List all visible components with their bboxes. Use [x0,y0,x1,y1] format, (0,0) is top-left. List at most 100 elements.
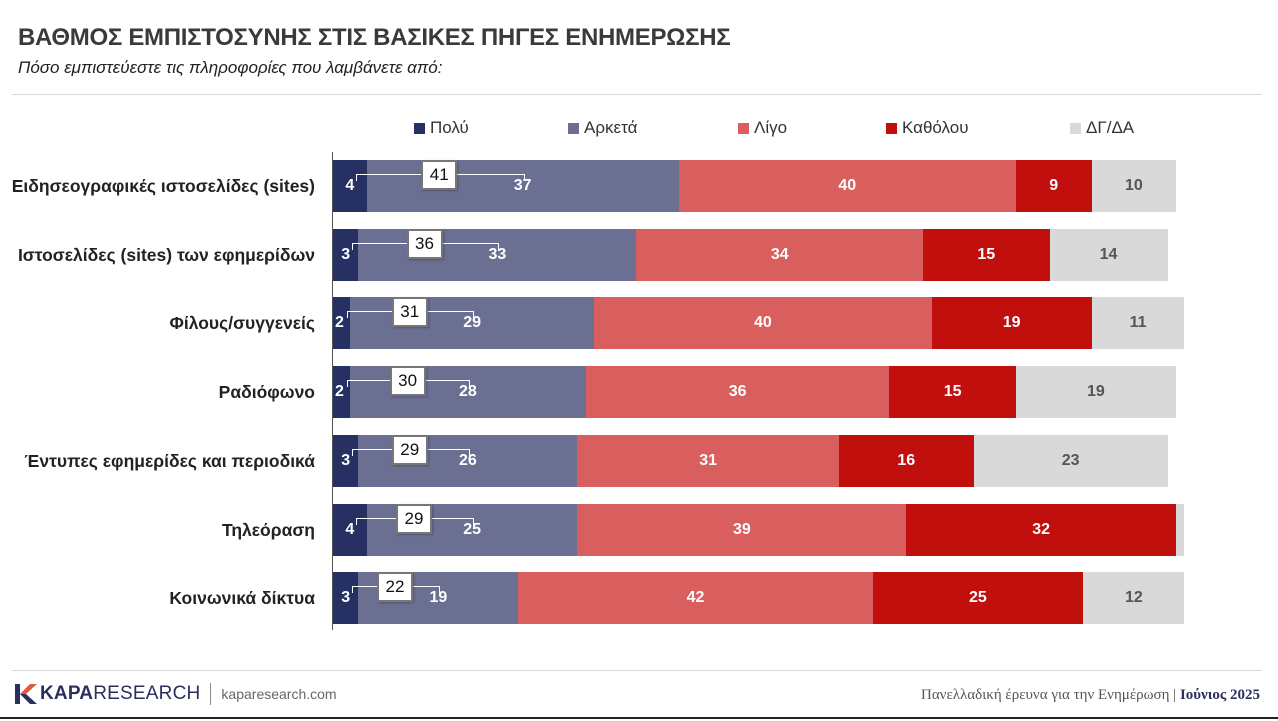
legend-swatch [1070,122,1081,134]
category-label: Κοινωνικά δίκτυα [169,588,315,609]
bar-segment: 19 [1015,366,1176,419]
bar-value-label: 15 [977,245,996,263]
bar-segment: 37 [366,160,679,212]
bar-value-label: 28 [458,383,477,401]
category-label: Φίλους/συγγενείς [169,313,315,334]
bar-value-label: 4 [345,520,355,538]
bar-value-label: 37 [513,177,532,194]
legend-item-0: Πολύ [414,118,469,138]
bar-segment: 29 [349,297,595,350]
bar-value-label: 11 [1129,314,1147,332]
bar-segment: 3 [333,572,359,625]
chart-legend: Πολύ Αρκετά Λίγο Καθόλου ΔΓ/ΔΑ [0,118,1278,138]
bar-value-label: 42 [686,589,705,607]
bar-value-label: 3 [341,589,351,607]
legend-swatch [738,122,749,134]
bar-segment: 16 [838,434,974,487]
logo-bold-text: KAPA [40,683,94,704]
footer-divider [12,670,1262,671]
page-bottom-border [0,717,1278,719]
category-label: Ραδιόφωνο [218,382,315,403]
bar-segment: 23 [973,434,1168,487]
bar-segment: 32 [906,503,1176,556]
total-callout: 41 [421,160,458,190]
bar-value-label: 16 [897,451,916,469]
bar-segment: 36 [585,366,890,419]
bar-value-label: 32 [1032,520,1050,538]
category-label: Έντυπες εφημερίδες και περιοδικά [24,450,315,471]
bar-value-label: 33 [488,245,507,263]
legend-swatch [886,122,897,134]
legend-item-4: ΔΓ/ΔΑ [1070,118,1134,138]
bar-value-label: 31 [699,451,718,469]
bar-value-label: 36 [728,383,747,401]
bar-value-label: 19 [429,589,448,607]
bar-segment: 40 [678,160,1016,212]
bar-segment: 3 [333,228,359,281]
category-label: Τηλεόραση [221,519,315,540]
header-divider [12,94,1262,95]
bar-value-label: 29 [463,314,481,332]
bar-value-label: 2 [335,314,344,332]
bar-segment: 4 [333,503,367,556]
bar-value-label: 19 [1087,383,1105,401]
bar-value-label: 40 [838,177,857,194]
legend-label: Πολύ [430,118,469,137]
legend-swatch [414,122,425,134]
bar-value-label: 19 [1002,314,1021,332]
logo-light-text: RESEARCH [93,683,201,704]
bar-value-label: 4 [345,177,355,194]
bar-segment: 3 [333,434,359,487]
legend-item-2: Λίγο [738,118,787,138]
bar-segment: 40 [594,297,932,350]
bar-segment: 12 [1083,572,1185,625]
footer-date: Ιούνιος 2025 [1179,687,1260,703]
footer-source: Πανελλαδική έρευνα για την Ενημέρωση | Ι… [921,687,1260,704]
bar-value-label: 34 [770,245,789,263]
bar-segment: 9 [1015,160,1092,212]
bar-value-label: 15 [943,383,962,401]
legend-swatch [568,122,579,134]
bar-value-label: 14 [1099,245,1118,263]
bar-value-label: 2 [335,383,344,401]
bar-value-label: 12 [1124,589,1143,607]
bar-segment: 2 [333,366,350,419]
footer-source-separator: | [1173,687,1177,703]
bar-segment: 25 [872,572,1084,625]
bar-value-label: 3 [341,451,351,469]
bar-value-label: 40 [754,314,772,332]
bar-segment: 4 [333,160,367,212]
footer-separator-line [210,683,212,705]
bar-segment: 39 [577,503,907,556]
total-callout: 30 [389,366,426,397]
category-label: Ειδησεογραφικές ιστοσελίδες (sites) [11,176,315,196]
footer-url[interactable]: kaparesearch.com [221,686,337,702]
bar-segment: 10 [1091,160,1176,212]
bar-segment: 31 [577,434,839,487]
bar-segment: 11 [1091,297,1185,350]
legend-label: Αρκετά [584,118,638,137]
page-title: ΒΑΘΜΟΣ ΕΜΠΙΣΤΟΣΥΝΗΣ ΣΤΙΣ ΒΑΣΙΚΕΣ ΠΗΓΕΣ Ε… [18,24,731,51]
bar-value-label: 9 [1049,177,1059,194]
kapa-research-logo: KAPARESEARCH kaparesearch.com [14,682,337,706]
bar-value-label: 39 [732,520,751,538]
legend-item-1: Αρκετά [568,118,637,138]
bar-value-label: 25 [968,589,987,607]
bar-segment: 2 [333,297,350,350]
bar-segment [1176,503,1185,556]
kapa-logo-icon [15,684,37,704]
bar-segment: 15 [923,228,1050,281]
total-callout: 29 [395,503,432,534]
legend-item-3: Καθόλου [886,118,969,138]
bar-segment: 33 [358,228,637,281]
bar-segment: 28 [349,366,586,419]
total-callout: 22 [377,572,413,603]
bar-value-label: 23 [1061,451,1080,469]
bar-segment: 15 [889,366,1016,419]
total-callout: 31 [391,297,428,328]
bar-value-label: 26 [458,451,477,469]
total-callout: 36 [406,228,443,259]
bar-segment: 19 [931,297,1092,350]
bar-value-label: 25 [463,520,481,538]
bar-segment: 14 [1049,228,1168,281]
